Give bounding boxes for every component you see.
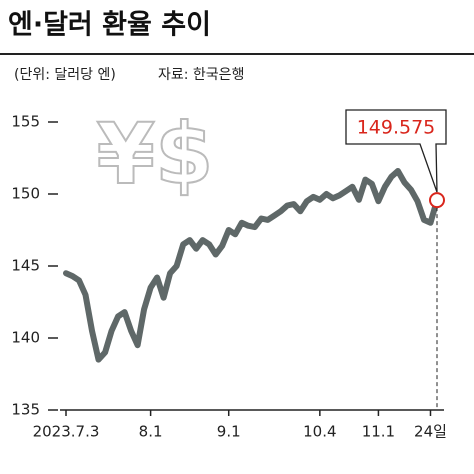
x-tick-label: 8.1 <box>139 423 163 441</box>
callout <box>345 109 447 193</box>
x-tick-label: 24일 <box>414 423 447 441</box>
x-tick-label: 9.1 <box>217 423 241 441</box>
source: 자료: 한국은행 <box>158 67 244 83</box>
watermark: ¥$ <box>97 105 214 203</box>
series-line <box>63 168 440 363</box>
x-tick-label: 10.4 <box>303 423 336 441</box>
y-tick-label: 135 <box>11 401 40 419</box>
y-tick-label: 145 <box>11 257 40 275</box>
x-tick-label: 2023.7.3 <box>33 423 100 441</box>
y-tick-label: 155 <box>11 113 40 131</box>
chart-title: 엔·달러 환율 추이 <box>8 10 211 41</box>
last-point <box>429 192 445 209</box>
x-tick-label: 11.1 <box>362 423 395 441</box>
y-tick-label: 150 <box>11 185 40 203</box>
unit-note: (단위: 달러당 엔) <box>14 67 116 83</box>
y-tick-label: 140 <box>11 329 40 347</box>
value-label: 149.575 <box>357 117 436 139</box>
